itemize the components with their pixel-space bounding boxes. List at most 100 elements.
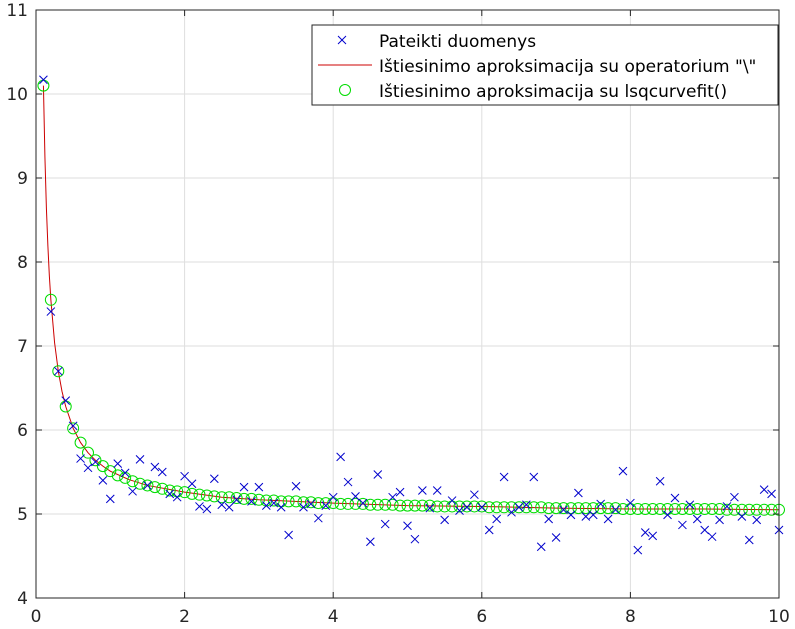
- data-point: [603, 514, 613, 524]
- data-point: [692, 514, 702, 524]
- data-point: [744, 535, 754, 545]
- x-tick-label: 0: [31, 607, 42, 627]
- lsqcurvefit-point: [215, 491, 228, 504]
- y-tick-label: 11: [6, 1, 28, 21]
- lsqcurvefit-point: [706, 502, 719, 515]
- y-tick-label: 7: [17, 337, 28, 357]
- lsqcurvefit-point: [82, 446, 95, 459]
- data-point: [232, 495, 241, 505]
- data-point: [715, 515, 724, 525]
- lsqcurvefit-point: [141, 479, 154, 492]
- legend-label-operator-fit: Ištiesinimo aproksimacija su operatorium…: [379, 57, 756, 77]
- data-point: [685, 500, 695, 510]
- axis-ticks: [35, 9, 780, 599]
- lsqcurvefit-point: [631, 502, 644, 515]
- lsqcurvefit-point: [89, 454, 102, 467]
- lsqcurvefit-point: [750, 503, 763, 516]
- lsqcurvefit-point: [535, 501, 548, 514]
- data-point: [254, 482, 264, 492]
- lsqcurvefit-point: [401, 499, 414, 512]
- lsqcurvefit-point: [163, 484, 176, 497]
- legend: Pateikti duomenys Ištiesinimo aproksimac…: [311, 24, 779, 106]
- data-point: [588, 510, 598, 520]
- data-point: [403, 521, 412, 531]
- lsqcurvefit-point: [126, 475, 139, 488]
- data-point: [98, 476, 108, 485]
- lsqcurvefit-point: [193, 488, 206, 501]
- fit-line-operator: [42, 85, 780, 511]
- data-point: [165, 489, 175, 499]
- data-point: [224, 502, 234, 512]
- legend-label-lsqcurvefit: Ištiesinimo aproksimacija su lsqcurvefit…: [379, 82, 727, 102]
- lsqcurvefit-point: [156, 482, 169, 495]
- data-point: [432, 486, 442, 495]
- lsqcurvefit-point: [208, 490, 221, 503]
- lsqcurvefit-point: [639, 502, 652, 515]
- data-point: [507, 507, 516, 517]
- data-point: [722, 502, 732, 511]
- x-tick-label: 2: [179, 607, 190, 627]
- data-point: [470, 490, 479, 500]
- data-point: [759, 485, 769, 494]
- data-point: [581, 512, 591, 521]
- data-point: [291, 481, 301, 491]
- lsqcurvefit-point: [282, 495, 295, 508]
- data-point: [440, 515, 450, 525]
- data-point: [202, 504, 212, 514]
- data-point: [343, 477, 353, 487]
- lsqcurvefit-point: [683, 502, 696, 515]
- x-tick-label: 10: [768, 607, 790, 627]
- data-point: [663, 510, 672, 520]
- lsqcurvefit-point: [178, 486, 191, 499]
- y-tick-label: 5: [17, 505, 28, 525]
- data-point: [365, 537, 375, 547]
- lsqcurvefit-point: [468, 500, 481, 513]
- data-point: [544, 514, 554, 524]
- lsqcurvefit-point: [490, 501, 503, 514]
- lsqcurvefit-point: [609, 502, 622, 515]
- data-point: [351, 492, 360, 501]
- data-point: [380, 519, 390, 529]
- lsqcurvefit-point: [572, 502, 585, 515]
- data-point: [492, 514, 502, 524]
- data-point: [105, 494, 115, 504]
- data-point: [53, 366, 63, 376]
- data-point: [261, 501, 271, 510]
- data-point: [425, 503, 435, 513]
- lsqcurvefit-point: [200, 489, 213, 502]
- data-point: [209, 474, 219, 484]
- data-point: [276, 502, 286, 512]
- y-tick-label: 10: [6, 85, 28, 105]
- data-point: [68, 421, 78, 431]
- data-point: [566, 510, 576, 520]
- data-point: [150, 462, 160, 472]
- data-point: [678, 520, 687, 530]
- data-point: [91, 457, 100, 467]
- lsqcurvefit-point: [52, 365, 65, 378]
- lsqcurvefit-point: [349, 497, 362, 510]
- data-point: [321, 501, 331, 510]
- lsqcurvefit-point: [475, 500, 488, 513]
- data-point: [135, 455, 145, 464]
- data-point: [522, 500, 531, 510]
- data-point: [455, 506, 464, 515]
- y-tick-label: 8: [17, 253, 28, 273]
- lsqcurvefit-point: [267, 494, 280, 507]
- lsqcurvefit-point: [67, 422, 80, 435]
- data-point: [157, 467, 167, 477]
- lsqcurvefit-point: [245, 492, 258, 505]
- x-tick-label: 6: [476, 607, 487, 627]
- data-point: [83, 463, 93, 473]
- data-point: [46, 307, 56, 316]
- data-point: [239, 482, 249, 492]
- lsqcurvefit-point: [230, 492, 243, 505]
- lsqcurvefit-point: [186, 487, 199, 500]
- lsqcurvefit-point: [676, 502, 689, 515]
- legend-marker-x: [337, 35, 347, 45]
- data-point: [336, 452, 345, 462]
- data-point: [410, 534, 420, 544]
- lsqcurvefit-point: [520, 501, 533, 514]
- data-point: [499, 472, 509, 482]
- data-point: [477, 502, 487, 512]
